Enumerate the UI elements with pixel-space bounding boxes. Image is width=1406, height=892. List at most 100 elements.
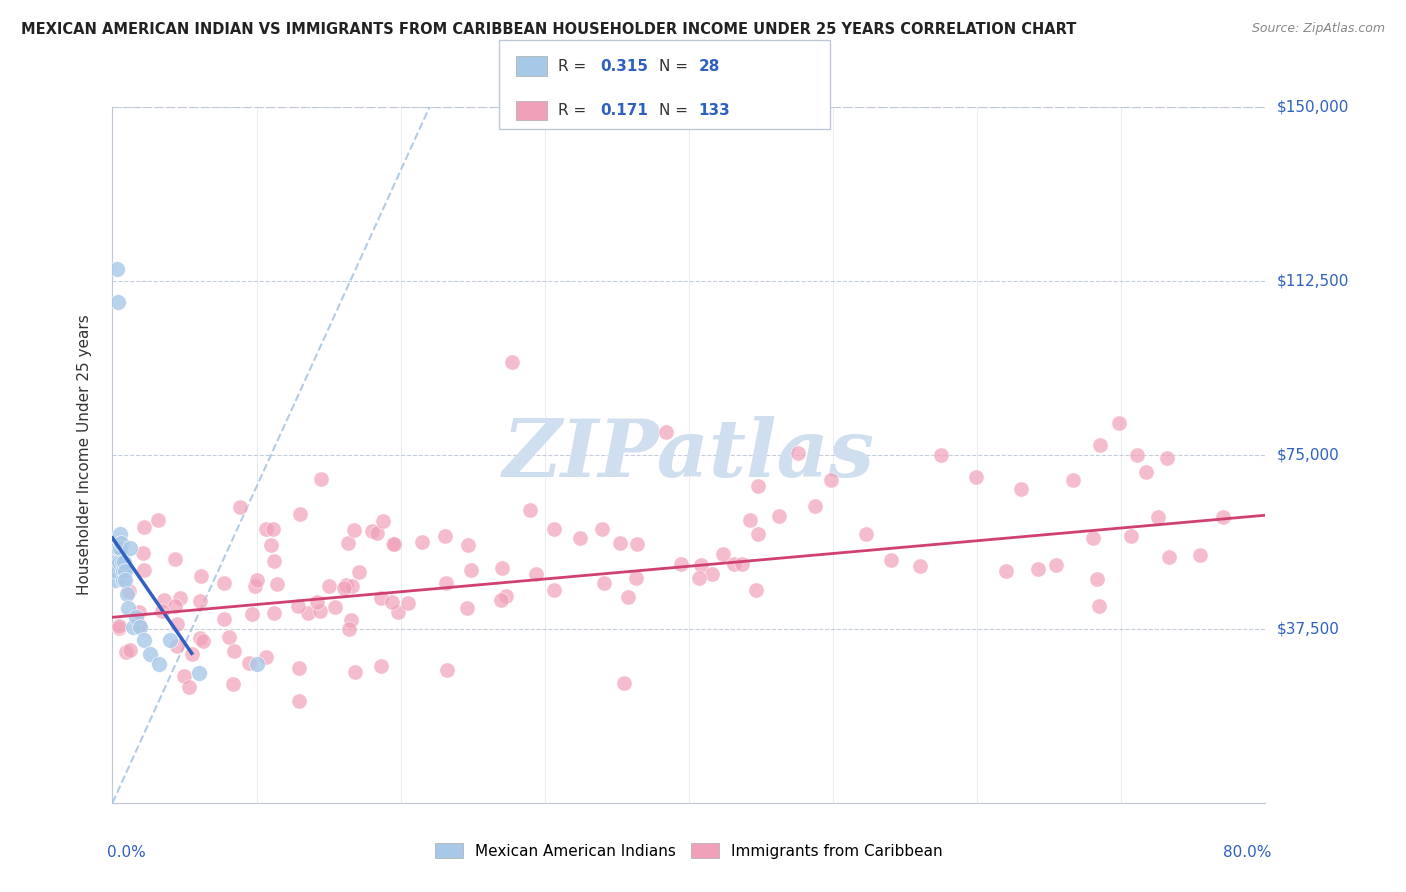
Point: [1062, 473, 1084, 487]
Text: R =: R =: [558, 103, 592, 118]
Point: [370, 591, 392, 605]
Text: Source: ZipAtlas.com: Source: ZipAtlas.com: [1251, 22, 1385, 36]
Point: [318, 579, 340, 593]
Point: [738, 513, 761, 527]
Text: 0.315: 0.315: [600, 59, 648, 73]
Point: [747, 478, 769, 492]
Point: [1085, 572, 1108, 586]
Point: [117, 601, 139, 615]
Point: [519, 503, 541, 517]
Point: [688, 571, 710, 585]
Point: [626, 537, 648, 551]
Point: [1088, 599, 1111, 614]
Point: [1026, 562, 1049, 576]
Legend: Mexican American Indians, Immigrants from Caribbean: Mexican American Indians, Immigrants fro…: [429, 837, 949, 864]
Point: [132, 545, 155, 559]
Point: [965, 470, 987, 484]
Point: [110, 536, 132, 550]
Point: [457, 538, 479, 552]
Point: [245, 579, 267, 593]
Point: [1121, 528, 1143, 542]
Point: [190, 569, 212, 583]
Point: [107, 618, 129, 632]
Text: 80.0%: 80.0%: [1223, 845, 1271, 860]
Point: [121, 619, 143, 633]
Point: [112, 555, 135, 569]
Point: [254, 522, 277, 536]
Point: [436, 663, 458, 677]
Point: [104, 573, 127, 587]
Point: [1188, 549, 1211, 563]
Point: [173, 669, 195, 683]
Point: [1147, 510, 1170, 524]
Point: [569, 531, 592, 545]
Point: [396, 596, 419, 610]
Point: [593, 575, 616, 590]
Point: [411, 534, 433, 549]
Point: [177, 680, 200, 694]
Point: [381, 595, 404, 609]
Point: [124, 610, 146, 624]
Point: [146, 512, 169, 526]
Text: ZIPatlas: ZIPatlas: [503, 417, 875, 493]
Point: [855, 527, 877, 541]
Point: [723, 557, 745, 571]
Point: [336, 536, 359, 550]
Point: [434, 575, 457, 590]
Point: [908, 559, 931, 574]
Point: [115, 587, 138, 601]
Point: [212, 611, 235, 625]
Point: [112, 573, 135, 587]
Point: [1157, 549, 1180, 564]
Point: [491, 593, 513, 607]
Point: [134, 563, 156, 577]
Point: [153, 592, 176, 607]
Point: [347, 565, 370, 579]
Point: [114, 573, 136, 587]
Point: [287, 694, 309, 708]
Text: R =: R =: [558, 59, 592, 73]
Point: [609, 535, 631, 549]
Text: MEXICAN AMERICAN INDIAN VS IMMIGRANTS FROM CARIBBEAN HOUSEHOLDER INCOME UNDER 25: MEXICAN AMERICAN INDIAN VS IMMIGRANTS FR…: [21, 22, 1077, 37]
Point: [337, 622, 360, 636]
Point: [263, 606, 285, 620]
Point: [495, 589, 517, 603]
Text: $150,000: $150,000: [1277, 100, 1348, 114]
Point: [254, 650, 277, 665]
Point: [139, 648, 162, 662]
Point: [166, 640, 188, 654]
Point: [1045, 558, 1067, 573]
Point: [262, 522, 284, 536]
Point: [786, 446, 808, 460]
Point: [382, 537, 405, 551]
Point: [246, 573, 269, 587]
Point: [188, 665, 211, 680]
Point: [361, 524, 384, 538]
Text: 0.0%: 0.0%: [107, 845, 145, 860]
Point: [617, 591, 640, 605]
Point: [325, 600, 347, 615]
Text: $112,500: $112,500: [1277, 274, 1348, 288]
Point: [297, 607, 319, 621]
Point: [309, 472, 332, 486]
Point: [305, 595, 328, 609]
Point: [166, 617, 188, 632]
Point: [288, 507, 311, 521]
Point: [240, 607, 263, 621]
Point: [543, 522, 565, 536]
Point: [370, 659, 392, 673]
Point: [460, 563, 482, 577]
Point: [288, 661, 311, 675]
Point: [820, 474, 842, 488]
Point: [1090, 437, 1112, 451]
Point: [382, 536, 405, 550]
Point: [1126, 448, 1149, 462]
Text: N =: N =: [659, 59, 693, 73]
Point: [434, 529, 457, 543]
Text: 133: 133: [699, 103, 731, 118]
Point: [222, 677, 245, 691]
Point: [108, 526, 131, 541]
Point: [994, 564, 1017, 578]
Point: [188, 594, 211, 608]
Point: [105, 262, 128, 277]
